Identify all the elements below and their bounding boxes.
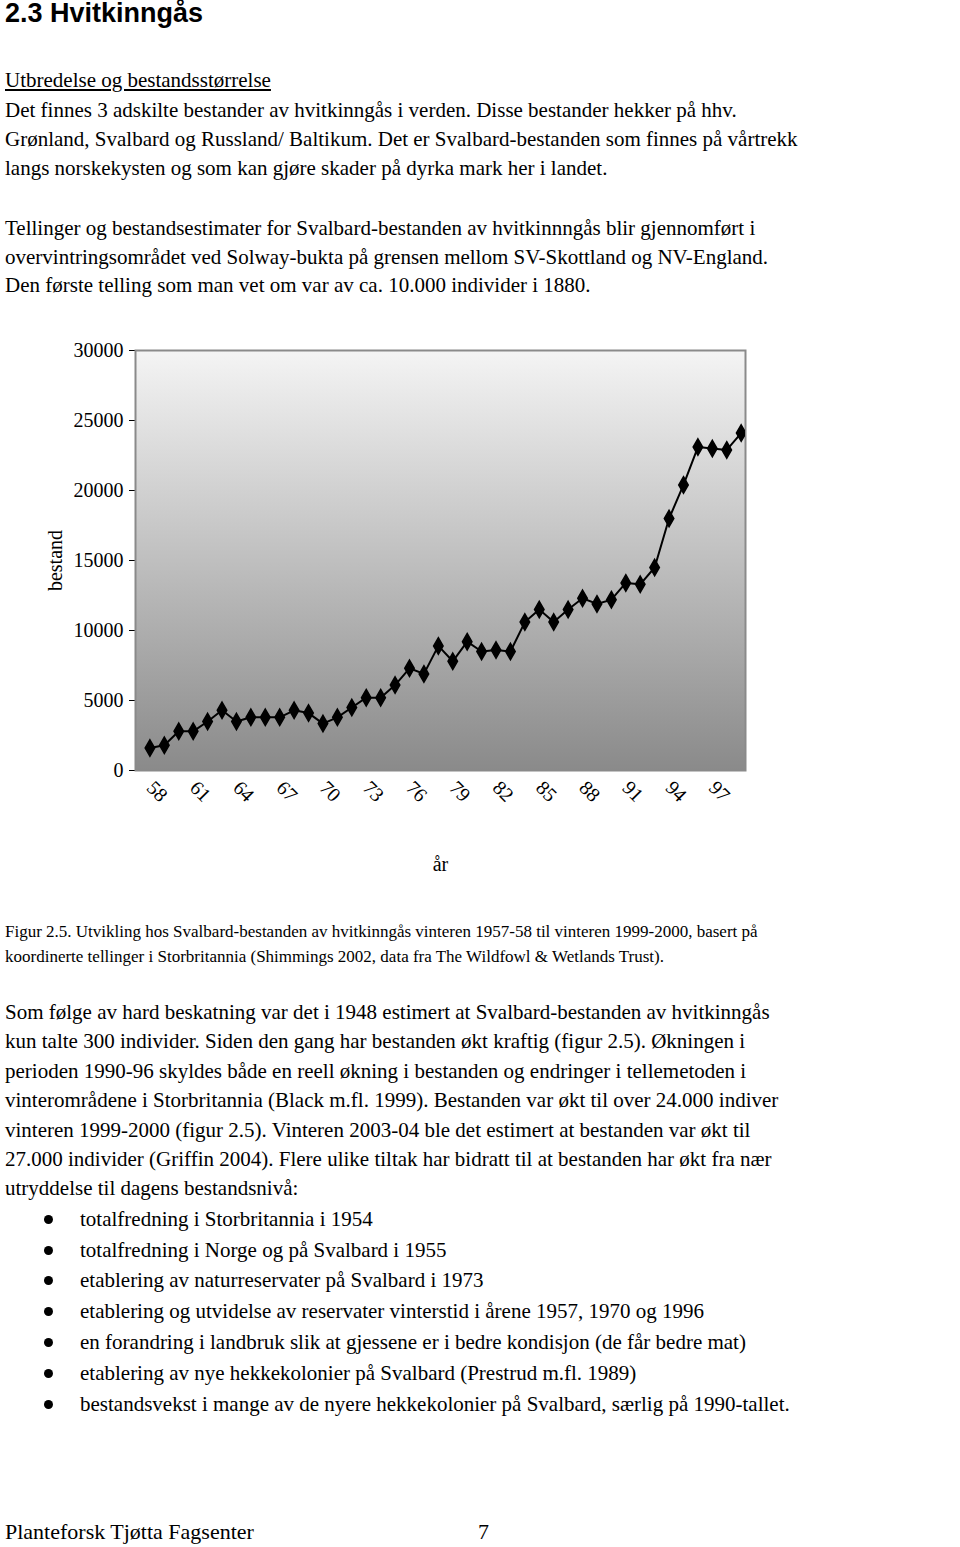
svg-text:10000: 10000 bbox=[74, 619, 124, 641]
html-text:overvintringsområdet ved Solwa: overvintringsområdet ved Solway-bukta på… bbox=[5, 245, 769, 269]
html-text:vinterområdene i Storbritannia: vinterområdene i Storbritannia (Black m.… bbox=[5, 1088, 779, 1113]
html-text:etablering av nye hekkekolonie: etablering av nye hekkekolonier på Svalb… bbox=[80, 1360, 637, 1385]
html-text:totalfredning i Storbritannia: totalfredning i Storbritannia i 1954 bbox=[80, 1206, 373, 1231]
svg-text:5000: 5000 bbox=[84, 689, 124, 711]
svg-text:76: 76 bbox=[402, 776, 432, 806]
html-text:etablering av naturreservater: etablering av naturreservater på Svalbar… bbox=[80, 1268, 484, 1293]
html-text:kun talte 300 individer. Siden: kun talte 300 individer. Siden den gang … bbox=[5, 1029, 746, 1054]
html-text:totalfredning i Norge og på Sv: totalfredning i Norge og på Svalbard i 1… bbox=[80, 1237, 447, 1262]
svg-text:20000: 20000 bbox=[74, 479, 124, 501]
svg-text:61: 61 bbox=[186, 776, 216, 806]
html-text:langs norskekysten og som kan: langs norskekysten og som kan gjøre skad… bbox=[5, 156, 608, 180]
html-text:Utbredelse og bestandsstørrels: Utbredelse og bestandsstørrelse bbox=[5, 68, 271, 92]
svg-text:67: 67 bbox=[272, 776, 302, 806]
html-text:27.000 individer (Griffin 2004: 27.000 individer (Griffin 2004). Flere u… bbox=[5, 1147, 772, 1171]
svg-text:85: 85 bbox=[532, 776, 562, 806]
svg-text:25000: 25000 bbox=[74, 409, 124, 431]
svg-text:94: 94 bbox=[662, 776, 692, 806]
html-text:koordinerte tellinger i Storbr: koordinerte tellinger i Storbritannia (S… bbox=[5, 947, 664, 966]
svg-text:58: 58 bbox=[143, 776, 173, 806]
html-text:Planteforsk Tjøtta Fagsenter: Planteforsk Tjøtta Fagsenter bbox=[5, 1519, 254, 1544]
svg-text:64: 64 bbox=[229, 776, 259, 806]
svg-text:91: 91 bbox=[618, 776, 648, 806]
html-text:Det finnes 3 adskilte bestande: Det finnes 3 adskilte bestander av hvitk… bbox=[5, 98, 737, 122]
html-text:Som følge av hard beskatning v: Som følge av hard beskatning var det i 1… bbox=[5, 1000, 770, 1024]
html-text:bestandsvekst i mange av de ny: bestandsvekst i mange av de nyere hekkek… bbox=[80, 1391, 790, 1416]
html-text:vinteren 1999-2000 (figur 2.5): vinteren 1999-2000 (figur 2.5). Vinteren… bbox=[5, 1117, 751, 1142]
html-text:utryddelse til dagens bestands: utryddelse til dagens bestandsnivå: bbox=[5, 1176, 299, 1201]
svg-text:73: 73 bbox=[359, 776, 389, 806]
svg-text:15000: 15000 bbox=[74, 549, 124, 571]
svg-text:år: år bbox=[433, 853, 449, 875]
html-text:perioden 1990-96 skyldes både: perioden 1990-96 skyldes både en reell ø… bbox=[5, 1058, 747, 1083]
html-text:Den første telling som man vet: Den første telling som man vet om var av… bbox=[5, 273, 591, 297]
svg-text:88: 88 bbox=[575, 776, 605, 806]
html-text:Tellinger og bestandsestimater: Tellinger og bestandsestimater for Svalb… bbox=[5, 216, 756, 240]
svg-text:0: 0 bbox=[114, 759, 124, 781]
svg-text:70: 70 bbox=[316, 776, 346, 806]
svg-text:30000: 30000 bbox=[74, 339, 124, 361]
svg-text:82: 82 bbox=[489, 776, 519, 806]
html-text:Grønland, Svalbard og Russland: Grønland, Svalbard og Russland/ Baltikum… bbox=[5, 127, 798, 151]
html-text:Figur 2.5. Utvikling hos Svalb: Figur 2.5. Utvikling hos Svalbard-bestan… bbox=[5, 922, 758, 941]
svg-text:97: 97 bbox=[705, 776, 735, 806]
svg-text:bestand: bestand bbox=[44, 530, 66, 591]
svg-text:79: 79 bbox=[445, 776, 475, 806]
html-text:7: 7 bbox=[478, 1519, 489, 1544]
html-text:etablering og utvidelse av res: etablering og utvidelse av reservater vi… bbox=[80, 1299, 704, 1324]
html-text:en forandring i landbruk slik: en forandring i landbruk slik at gjessen… bbox=[80, 1330, 746, 1354]
